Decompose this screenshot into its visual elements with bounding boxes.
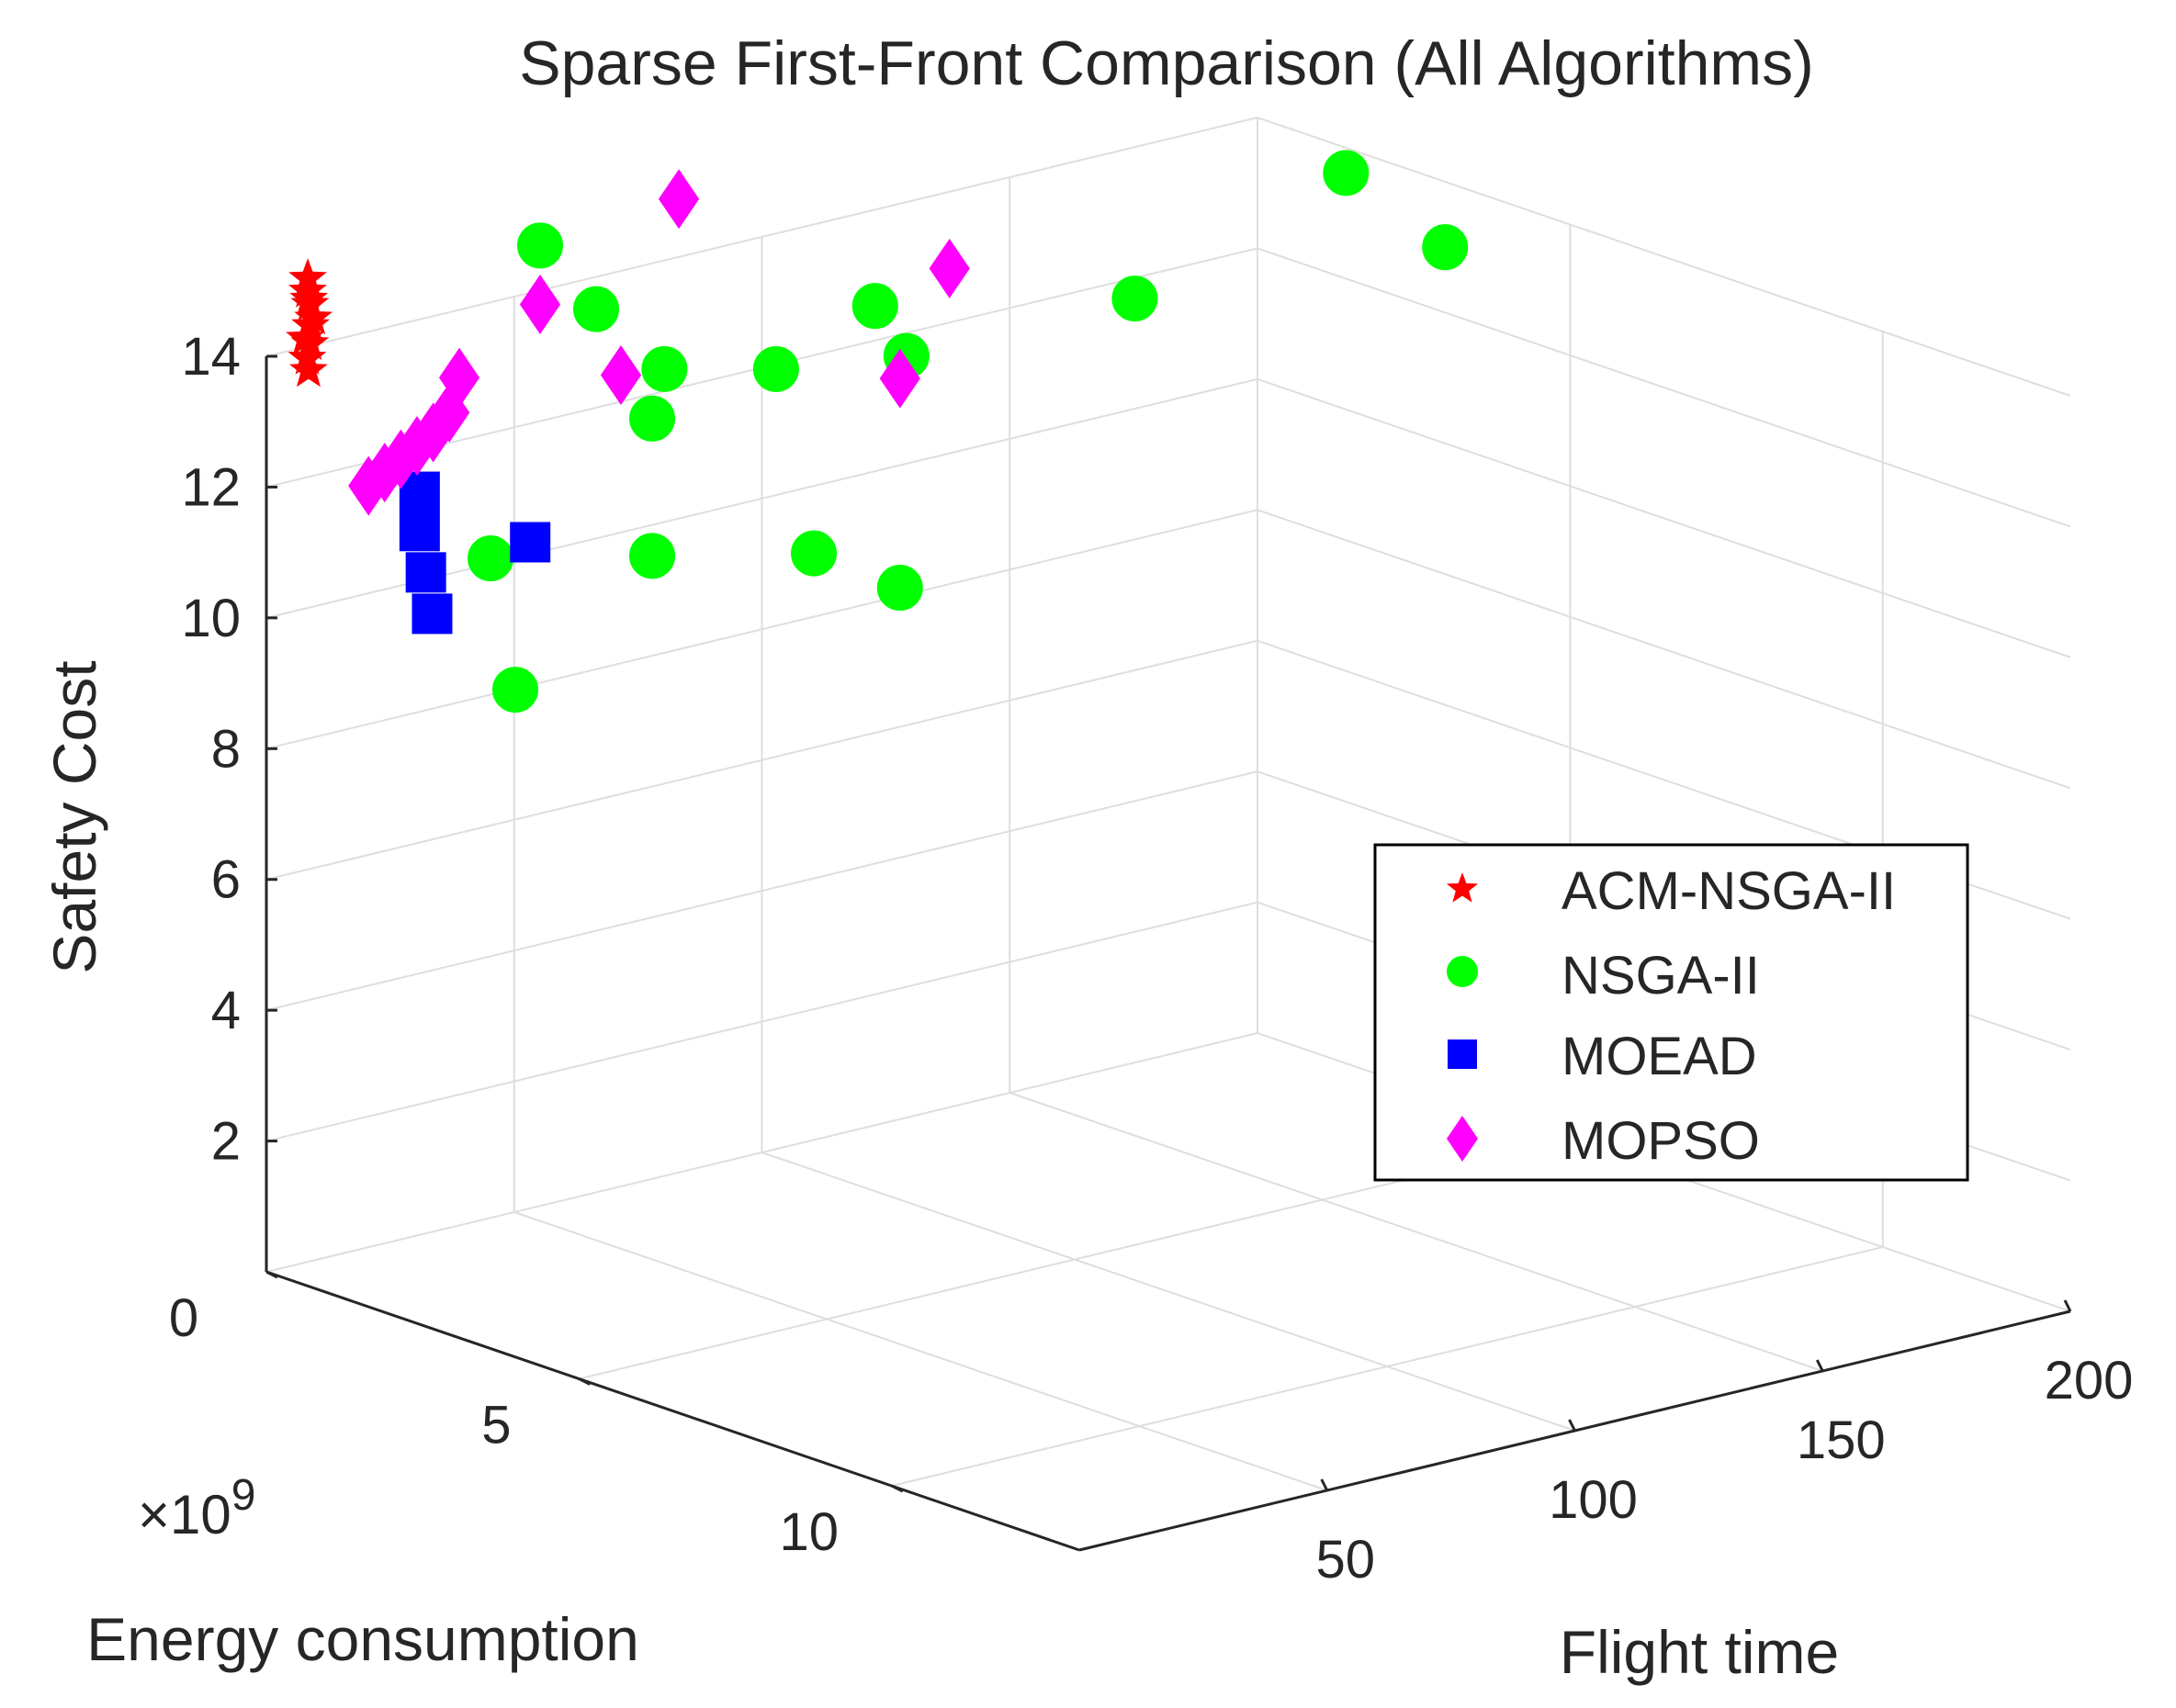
z-tick-label: 2 (211, 1112, 241, 1172)
data-point-acm-nsga-ii (288, 258, 327, 295)
y-tick (265, 1270, 278, 1279)
grid-line (1257, 509, 2071, 790)
grid-line (1257, 247, 2071, 528)
data-point-moead (510, 522, 551, 563)
data-point-nsga-ii (1111, 275, 1158, 322)
data-point-mopso (396, 416, 438, 477)
grid-line (891, 1246, 1884, 1488)
z-tick-label: 8 (211, 719, 241, 779)
data-points-layer (286, 150, 1469, 714)
energy-axis-line (265, 1270, 1080, 1552)
z-tick-label: 4 (211, 981, 241, 1040)
grid-line (265, 117, 1258, 357)
data-point-nsga-ii (517, 222, 564, 269)
grid-line (1257, 117, 2071, 397)
legend-label-nsga-ii: NSGA-II (1562, 946, 1760, 1006)
legend-marker-mopso (1447, 1116, 1478, 1162)
grid-line (761, 1152, 1575, 1432)
data-point-mopso (364, 443, 405, 503)
x-tick-label: 100 (1549, 1470, 1638, 1530)
data-point-nsga-ii (851, 283, 898, 330)
z-tick-label: 10 (181, 589, 241, 648)
z-tick-label: 12 (181, 457, 241, 517)
grid-line (1257, 377, 2071, 658)
x-tick (2063, 1299, 2072, 1312)
axes-layer: 2 4 6 8 10 12 14 0 5 10 50 100 150 200 (169, 327, 2134, 1590)
grid-line (265, 1032, 1258, 1273)
data-point-acm-nsga-ii (289, 278, 329, 316)
x-tick-label: 50 (1315, 1530, 1375, 1590)
grid-line (265, 770, 1258, 1012)
legend-label-mopso: MOPSO (1562, 1111, 1760, 1171)
grid-line (265, 901, 1258, 1142)
z-tick-label: 6 (211, 850, 241, 910)
data-point-nsga-ii (641, 345, 688, 392)
x-tick-label: 200 (2045, 1351, 2134, 1410)
data-point-mopso (519, 275, 561, 335)
z-axis-label: Safety Cost (40, 660, 108, 973)
data-point-nsga-ii (573, 286, 620, 332)
legend-marker-acm-nsga-ii (1446, 872, 1479, 903)
y-tick-label: 0 (169, 1288, 198, 1348)
data-point-mopso (929, 238, 970, 298)
legend-marker-nsga-ii (1447, 956, 1478, 987)
y-axis-exponent-power: 9 (231, 1471, 256, 1520)
data-point-mopso (600, 345, 642, 406)
grid-line (265, 509, 1258, 750)
legend-markers (1446, 872, 1479, 1162)
data-point-nsga-ii (791, 530, 838, 577)
data-point-nsga-ii (876, 565, 923, 612)
grid-line (1009, 1092, 1823, 1372)
y-axis-label: Energy consumption (86, 1605, 639, 1673)
data-point-nsga-ii (629, 533, 676, 579)
data-point-moead (412, 593, 453, 635)
data-point-nsga-ii (752, 345, 799, 392)
x-tick (1815, 1359, 1824, 1372)
y-tick-label: 10 (780, 1502, 840, 1562)
data-point-mopso (438, 347, 480, 408)
data-point-nsga-ii (1422, 224, 1469, 271)
y-axis-exponent: ×109 (138, 1471, 255, 1545)
data-point-nsga-ii (492, 667, 539, 714)
grid-line (265, 639, 1258, 881)
data-point-mopso (879, 348, 920, 409)
y-axis-exponent-base: ×10 (138, 1484, 231, 1545)
data-point-acm-nsga-ii (289, 350, 328, 388)
data-point-nsga-ii (468, 535, 514, 582)
data-point-nsga-ii (1323, 150, 1370, 197)
y-tick-label: 5 (481, 1396, 511, 1455)
data-point-moead (399, 511, 440, 552)
data-point-acm-nsga-ii (290, 323, 330, 360)
legend: ACM-NSGA-II NSGA-II MOEAD MOPSO (1373, 843, 1969, 1182)
x-axis-label: Flight time (1560, 1618, 1839, 1686)
y-tick (891, 1484, 904, 1493)
x-tick-label: 150 (1797, 1410, 1886, 1470)
grid-line (513, 1211, 1328, 1491)
z-tick-label: 14 (181, 327, 241, 387)
chart-title: Sparse First-Front Comparison (All Algor… (519, 28, 1813, 98)
legend-box (1373, 843, 1969, 1182)
y-tick (578, 1377, 592, 1386)
data-point-acm-nsga-ii (294, 298, 333, 335)
x-tick (1568, 1419, 1576, 1432)
data-point-moead (405, 552, 446, 593)
data-point-mopso (348, 455, 389, 516)
legend-marker-moead (1448, 1039, 1477, 1069)
data-point-nsga-ii (629, 395, 676, 442)
legend-label-moead: MOEAD (1562, 1027, 1757, 1086)
x-tick (1320, 1478, 1329, 1491)
legend-label-acm-nsga-ii: ACM-NSGA-II (1562, 861, 1896, 921)
data-point-mopso (658, 169, 700, 230)
